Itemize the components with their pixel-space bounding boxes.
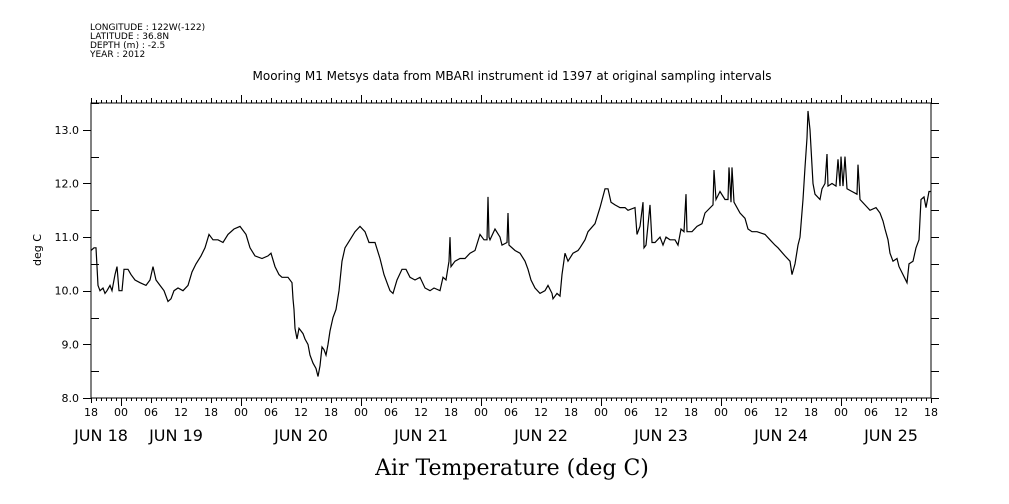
x-axis-title: Air Temperature (deg C) (374, 456, 649, 481)
x-tick-label: 12 (534, 406, 548, 419)
x-date-label: JUN 18 (73, 426, 128, 445)
x-tick-label: 06 (384, 406, 398, 419)
x-tick-label: 06 (864, 406, 878, 419)
year-label: YEAR : 2012 (89, 50, 145, 60)
x-date-label: JUN 22 (513, 426, 568, 445)
x-date-label: JUN 25 (863, 426, 918, 445)
x-tick-label: 12 (294, 406, 308, 419)
x-tick-label: 06 (144, 406, 158, 419)
x-tick-label: 12 (894, 406, 908, 419)
x-tick-label: 06 (264, 406, 278, 419)
tick-labels: 18 00 06 12 18 00 06 12 18 00 06 12 18 00 06 12 18 00 06 12… (55, 124, 939, 445)
x-date-label: JUN 20 (273, 426, 328, 445)
x-tick-label: 12 (174, 406, 188, 419)
depth-label: DEPTH (m) : -2.5 (90, 41, 165, 51)
x-tick-label: 00 (114, 406, 128, 419)
y-tick-label: 9.0 (62, 338, 80, 351)
x-tick-label: 18 (84, 406, 98, 419)
x-date-label: JUN 19 (148, 426, 203, 445)
x-tick-label: 18 (924, 406, 938, 419)
y-tick-label: 11.0 (55, 231, 80, 244)
x-tick-label: 12 (654, 406, 668, 419)
x-date-label: JUN 23 (633, 426, 688, 445)
y-axis-label: deg C (31, 234, 44, 266)
y-tick-label: 13.0 (55, 124, 80, 137)
x-tick-label: 18 (564, 406, 578, 419)
latitude-label: LATITUDE : 36.8N (90, 32, 169, 42)
x-tick-label: 06 (504, 406, 518, 419)
series (90, 110, 931, 377)
x-tick-label: 18 (804, 406, 818, 419)
x-tick-label: 00 (714, 406, 728, 419)
x-tick-label: 18 (324, 406, 338, 419)
x-tick-label: 00 (594, 406, 608, 419)
x-tick-label: 00 (474, 406, 488, 419)
x-tick-label: 18 (444, 406, 458, 419)
x-date-label: JUN 21 (393, 426, 448, 445)
x-tick-label: 12 (774, 406, 788, 419)
chart-title: Mooring M1 Metsys data from MBARI instru… (253, 69, 772, 83)
x-tick-label: 18 (204, 406, 218, 419)
x-tick-label: 00 (234, 406, 248, 419)
y-tick-label: 10.0 (55, 285, 80, 298)
plot-frame (90, 102, 932, 399)
y-tick-label: 8.0 (62, 392, 80, 405)
x-tick-label: 18 (684, 406, 698, 419)
y-tick-label: 12.0 (55, 177, 80, 190)
series-line-air-temperature (90, 110, 931, 377)
x-tick-label: 06 (744, 406, 758, 419)
x-date-label: JUN 24 (753, 426, 808, 445)
x-tick-label: 00 (834, 406, 848, 419)
x-tick-label: 12 (414, 406, 428, 419)
x-tick-label: 00 (354, 406, 368, 419)
x-tick-label: 06 (624, 406, 638, 419)
longitude-label: LONGITUDE : 122W(-122) (90, 23, 205, 33)
